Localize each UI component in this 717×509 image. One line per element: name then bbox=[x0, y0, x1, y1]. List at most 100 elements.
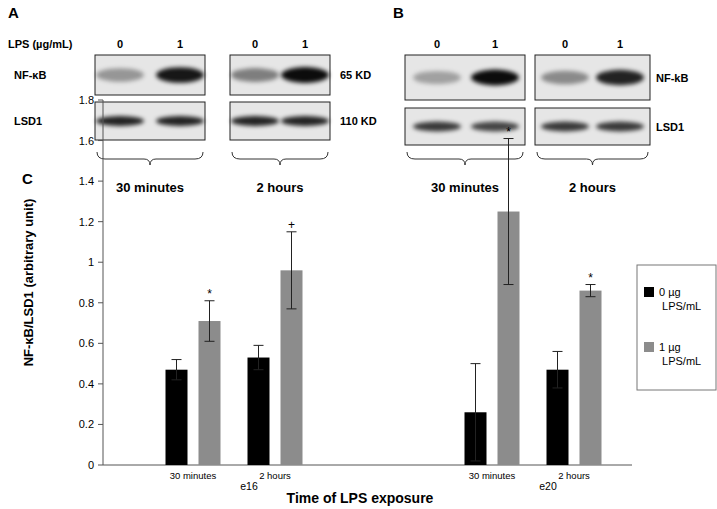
y-tick bbox=[98, 465, 103, 466]
brace bbox=[232, 152, 328, 165]
legend-label-line: 0 µg bbox=[659, 286, 681, 298]
dose-label: 1 bbox=[177, 38, 183, 50]
legend-label-line: LPS/mL bbox=[659, 300, 701, 312]
legend: 0 µg LPS/mL1 µg LPS/mL bbox=[637, 265, 716, 390]
blot-band bbox=[471, 122, 519, 132]
blot-band bbox=[231, 68, 279, 82]
dose-title: LPS (µg/mL) bbox=[8, 38, 73, 50]
figure: A LPS (µg/mL) 0 1 0 1 NF-κB 65 KD LSD1 110 KD 30 m… bbox=[0, 0, 717, 509]
row-label: NF-kB bbox=[656, 72, 688, 84]
bar bbox=[248, 358, 270, 465]
y-tick bbox=[98, 383, 103, 384]
panel-label: B bbox=[393, 4, 404, 21]
legend-label-line: LPS/mL bbox=[659, 355, 701, 367]
blot-band bbox=[281, 116, 329, 126]
x-tick-label: 30 minutes bbox=[469, 470, 516, 481]
size-label: 65 KD bbox=[340, 69, 371, 81]
bar bbox=[199, 321, 221, 465]
y-tick bbox=[98, 424, 103, 425]
blot-box bbox=[95, 102, 205, 140]
row-label: LSD1 bbox=[14, 115, 42, 127]
blot-band bbox=[541, 122, 589, 132]
error-bar bbox=[553, 351, 563, 388]
y-tick bbox=[98, 302, 103, 303]
x-axis-label: Time of LPS exposure bbox=[287, 490, 434, 506]
group-label: e16 bbox=[240, 480, 258, 492]
time-label: 2 hours bbox=[257, 180, 304, 195]
error-bar bbox=[254, 345, 264, 369]
error-bar bbox=[172, 360, 182, 380]
y-tick bbox=[98, 221, 103, 222]
blot-band bbox=[471, 70, 519, 86]
group-label: e20 bbox=[539, 480, 557, 492]
blot-panel: B0101NF-kBLSD130 minutes2 hours bbox=[393, 4, 688, 195]
significance-mark: * bbox=[506, 125, 511, 139]
y-axis-label: NF-κB/LSD1 (arbitrary unit) bbox=[21, 199, 36, 367]
blot-band bbox=[413, 71, 461, 84]
blot-band bbox=[231, 116, 279, 126]
dose-label: 0 bbox=[252, 38, 258, 50]
y-tick-label: 0.2 bbox=[79, 418, 94, 430]
panel-label: C bbox=[22, 170, 33, 187]
x-tick-label: 2 hours bbox=[259, 470, 291, 481]
blot-box bbox=[405, 108, 525, 145]
brace bbox=[97, 152, 203, 165]
legend-swatch bbox=[644, 342, 654, 352]
y-tick-label: 1.6 bbox=[79, 135, 94, 147]
legend-label-line: 1 µg bbox=[659, 341, 681, 353]
y-tick bbox=[98, 262, 103, 263]
blot-band bbox=[413, 122, 461, 132]
bars bbox=[166, 139, 602, 465]
error-bar bbox=[471, 364, 481, 461]
blot-box bbox=[535, 108, 650, 145]
significance-mark: * bbox=[588, 271, 593, 285]
brace bbox=[537, 152, 648, 165]
blot-band bbox=[596, 70, 644, 85]
blot-box bbox=[535, 55, 650, 100]
panel-label: A bbox=[8, 4, 19, 21]
y-tick-label: 0 bbox=[88, 459, 94, 471]
legend-label: 1 µg LPS/mL bbox=[659, 341, 701, 367]
page: {"blot_panels": [ {"label": "A", "dose_t… bbox=[0, 0, 717, 509]
row-label: NF-κB bbox=[14, 69, 46, 81]
blot-band bbox=[156, 116, 204, 126]
x-tick-label: 2 hours bbox=[558, 470, 590, 481]
y-tick bbox=[98, 181, 103, 182]
y-tick-label: 1.8 bbox=[79, 94, 94, 106]
dose-label: 0 bbox=[562, 38, 568, 50]
dose-label: 1 bbox=[617, 38, 623, 50]
brace bbox=[407, 152, 523, 165]
significance-mark: * bbox=[207, 287, 212, 301]
bar bbox=[580, 291, 602, 465]
blot-band bbox=[541, 71, 589, 85]
time-label: 2 hours bbox=[569, 180, 616, 195]
blot-box bbox=[405, 55, 525, 100]
error-bar bbox=[504, 139, 514, 285]
error-bar bbox=[205, 301, 215, 342]
blot-panel: ALPS (µg/mL)0101NF-κB65 KDLSD1110 KD30 m… bbox=[8, 4, 377, 195]
blot-box bbox=[230, 102, 330, 140]
dose-label: 0 bbox=[434, 38, 440, 50]
blot-band bbox=[96, 68, 144, 81]
size-label: 110 KD bbox=[340, 115, 377, 127]
y-tick bbox=[98, 100, 103, 101]
y-tick-label: 0.6 bbox=[79, 337, 94, 349]
y-tick bbox=[98, 343, 103, 344]
y-tick-label: 0.4 bbox=[79, 378, 94, 390]
dose-label: 0 bbox=[117, 38, 123, 50]
x-tick-label: 30 minutes bbox=[170, 470, 217, 481]
dose-label: 1 bbox=[492, 38, 498, 50]
legend-label: 0 µg LPS/mL bbox=[659, 286, 701, 312]
error-bar bbox=[287, 232, 297, 309]
bar bbox=[166, 370, 188, 465]
blot-box bbox=[95, 55, 205, 95]
blot-band bbox=[156, 67, 204, 83]
blot-band bbox=[596, 122, 644, 132]
y-tick-label: 1.2 bbox=[79, 216, 94, 228]
time-label: 30 minutes bbox=[431, 180, 499, 195]
y-tick-label: 1.4 bbox=[79, 175, 94, 187]
bar-chart: 00.20.40.60.811.21.41.61.8NF-κB/LSD1 (ar… bbox=[21, 94, 632, 506]
time-label: 30 minutes bbox=[116, 180, 184, 195]
y-axis bbox=[103, 100, 104, 465]
error-bar bbox=[586, 285, 596, 297]
